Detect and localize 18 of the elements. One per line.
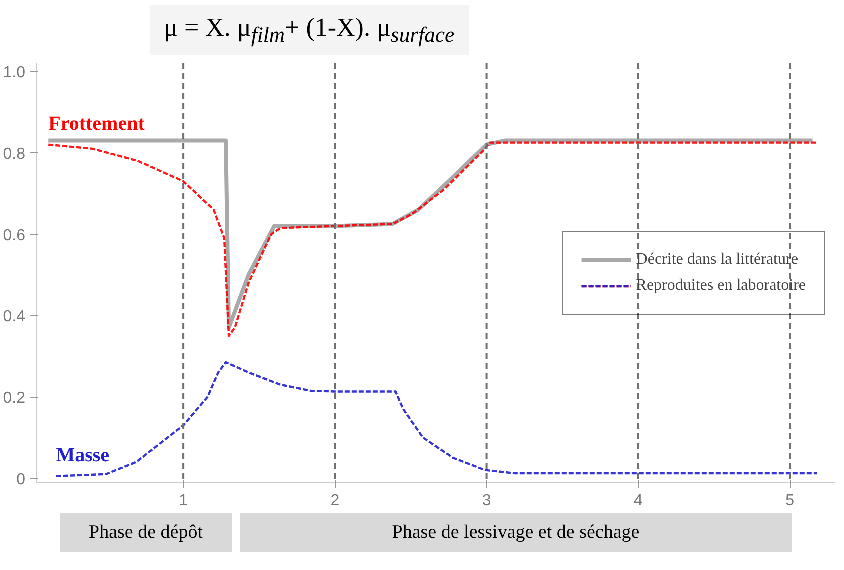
- x-tick-label: 2: [330, 492, 340, 510]
- text: Phase de dépôt: [60, 513, 232, 552]
- x-tick-label: 3: [482, 492, 492, 510]
- legend-label: Décrite dans la littérature: [636, 250, 798, 268]
- series-label: Masse: [56, 444, 110, 466]
- annotation: Reproduites en laboratoire: [636, 276, 806, 294]
- y-tick-label: 0: [16, 471, 26, 488]
- y-tick-label: 0.6: [3, 227, 26, 244]
- y-tick-label: 0.8: [3, 146, 26, 163]
- y-tick-label: 0.4: [3, 308, 26, 326]
- x-tick-label: 4: [634, 492, 643, 510]
- chart-title: μ = X. μ$_{film}$+ (1-X). μ$_{surface}$: [150, 5, 469, 56]
- y-tick-label: 0.2: [3, 390, 26, 408]
- x-tick-label: 5: [786, 492, 795, 510]
- text: Phase de lessivage et de séchage: [240, 513, 792, 552]
- x-tick-label: 1: [179, 492, 188, 510]
- series-label: Frottement: [48, 112, 146, 135]
- y-tick-label: 1.0: [3, 64, 26, 82]
